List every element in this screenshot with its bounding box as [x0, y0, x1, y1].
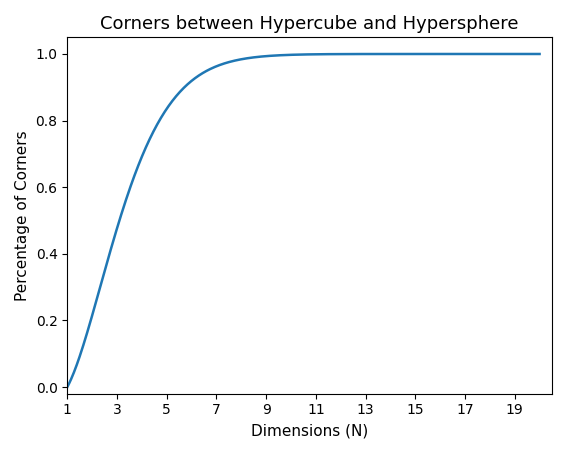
- Title: Corners between Hypercube and Hypersphere: Corners between Hypercube and Hyperspher…: [100, 15, 519, 33]
- X-axis label: Dimensions (N): Dimensions (N): [251, 423, 368, 438]
- Y-axis label: Percentage of Corners: Percentage of Corners: [15, 130, 30, 301]
